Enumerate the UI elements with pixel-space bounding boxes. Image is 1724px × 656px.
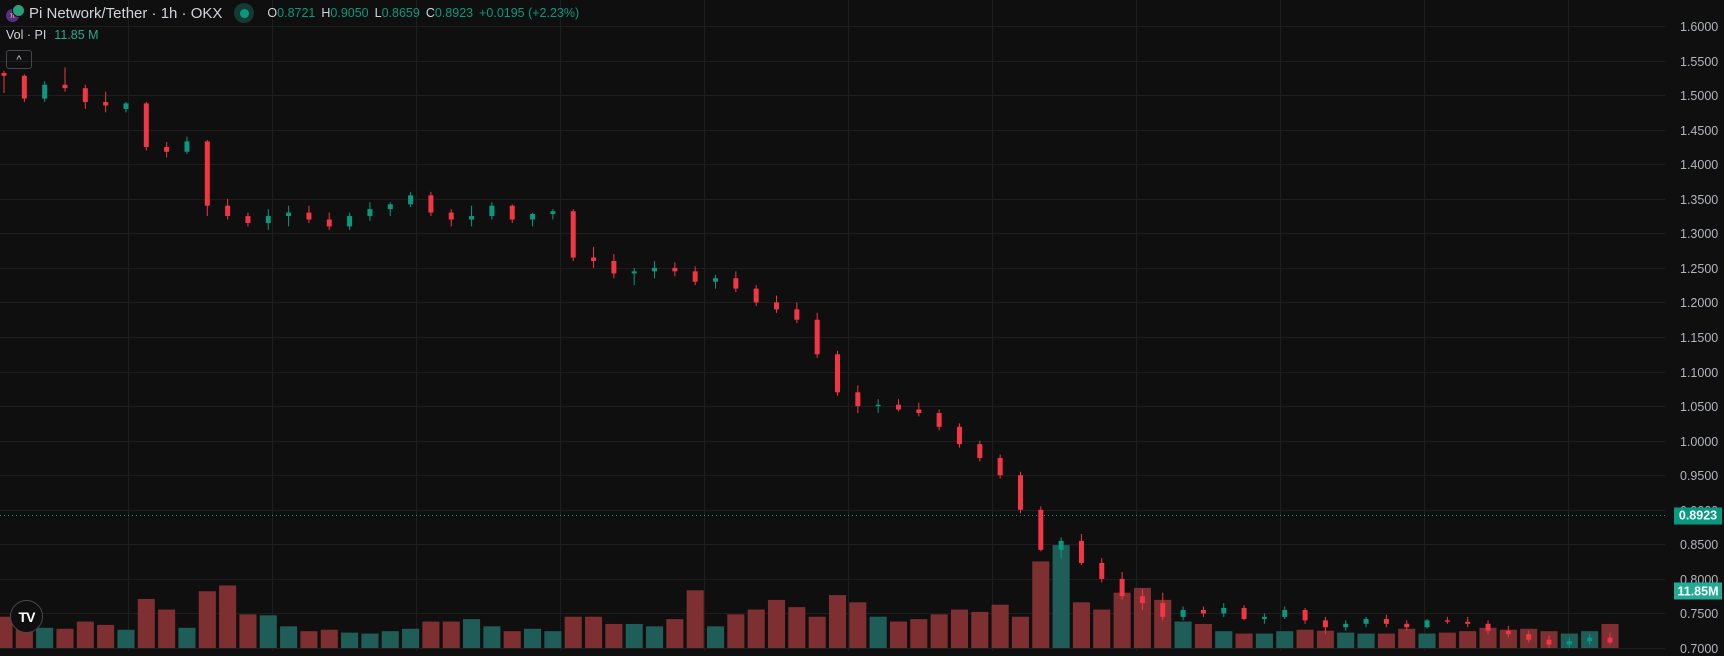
high-value: 0.9050 <box>330 6 369 20</box>
price-tick-label: 0.7500 <box>1680 606 1719 621</box>
price-tick-label: 1.5500 <box>1680 54 1719 69</box>
collapse-legend-button[interactable]: ^ <box>6 50 32 69</box>
price-tick-label: 1.1500 <box>1680 330 1719 345</box>
volume-value: 11.85 M <box>54 28 99 42</box>
open-value: 0.8721 <box>277 6 316 20</box>
change-value: +0.0195 (+2.23%) <box>479 6 580 20</box>
volume-legend: Vol · PI 11.85 M <box>6 28 99 42</box>
last-price-tag: 0.8923 <box>1674 507 1722 524</box>
price-tick-label: 1.3000 <box>1680 226 1719 241</box>
volume-label[interactable]: Vol · PI <box>6 28 47 42</box>
symbol-title[interactable]: Pi Network/Tether · 1h · OKX <box>29 4 223 22</box>
price-tick-label: 1.6000 <box>1680 19 1719 34</box>
high-label: H <box>321 6 331 20</box>
candles <box>1 67 1613 648</box>
price-tick-label: 1.0000 <box>1680 434 1719 449</box>
low-value: 0.8659 <box>381 6 420 20</box>
price-tick-label: 1.2000 <box>1680 295 1719 310</box>
price-tick-label: 1.3500 <box>1680 192 1719 207</box>
low-label: L <box>374 6 382 20</box>
chevron-up-icon: ^ <box>16 53 22 66</box>
tradingview-logo-icon[interactable]: TV <box>10 600 43 633</box>
price-tick-label: 1.5000 <box>1680 88 1719 103</box>
price-tick-label: 1.4500 <box>1680 123 1719 138</box>
market-status-icon[interactable] <box>234 3 255 23</box>
price-tick-label: 1.2500 <box>1680 261 1719 276</box>
price-tick-label: 1.0500 <box>1680 399 1719 414</box>
grid-lines <box>0 0 1665 651</box>
price-tick-label: 0.7000 <box>1680 641 1719 656</box>
price-tick-label: 1.4000 <box>1680 157 1719 172</box>
symbol-legend: π Pi Network/Tether · 1h · OKX O0.8721 H… <box>6 3 579 23</box>
price-tick-label: 0.8500 <box>1680 537 1719 552</box>
volume-bars <box>0 545 1619 648</box>
last-volume-tag: 11.85M <box>1674 582 1722 600</box>
ohlc-values: O0.8721 H0.9050 L0.8659 C0.8923 +0.0195 … <box>267 6 579 20</box>
pi-tether-icon: π <box>6 4 25 22</box>
price-tick-label: 0.9500 <box>1680 468 1719 483</box>
price-tick-label: 1.1000 <box>1680 365 1719 380</box>
open-label: O <box>267 6 278 20</box>
close-value: 0.8923 <box>434 6 474 20</box>
close-label: C <box>425 6 435 20</box>
